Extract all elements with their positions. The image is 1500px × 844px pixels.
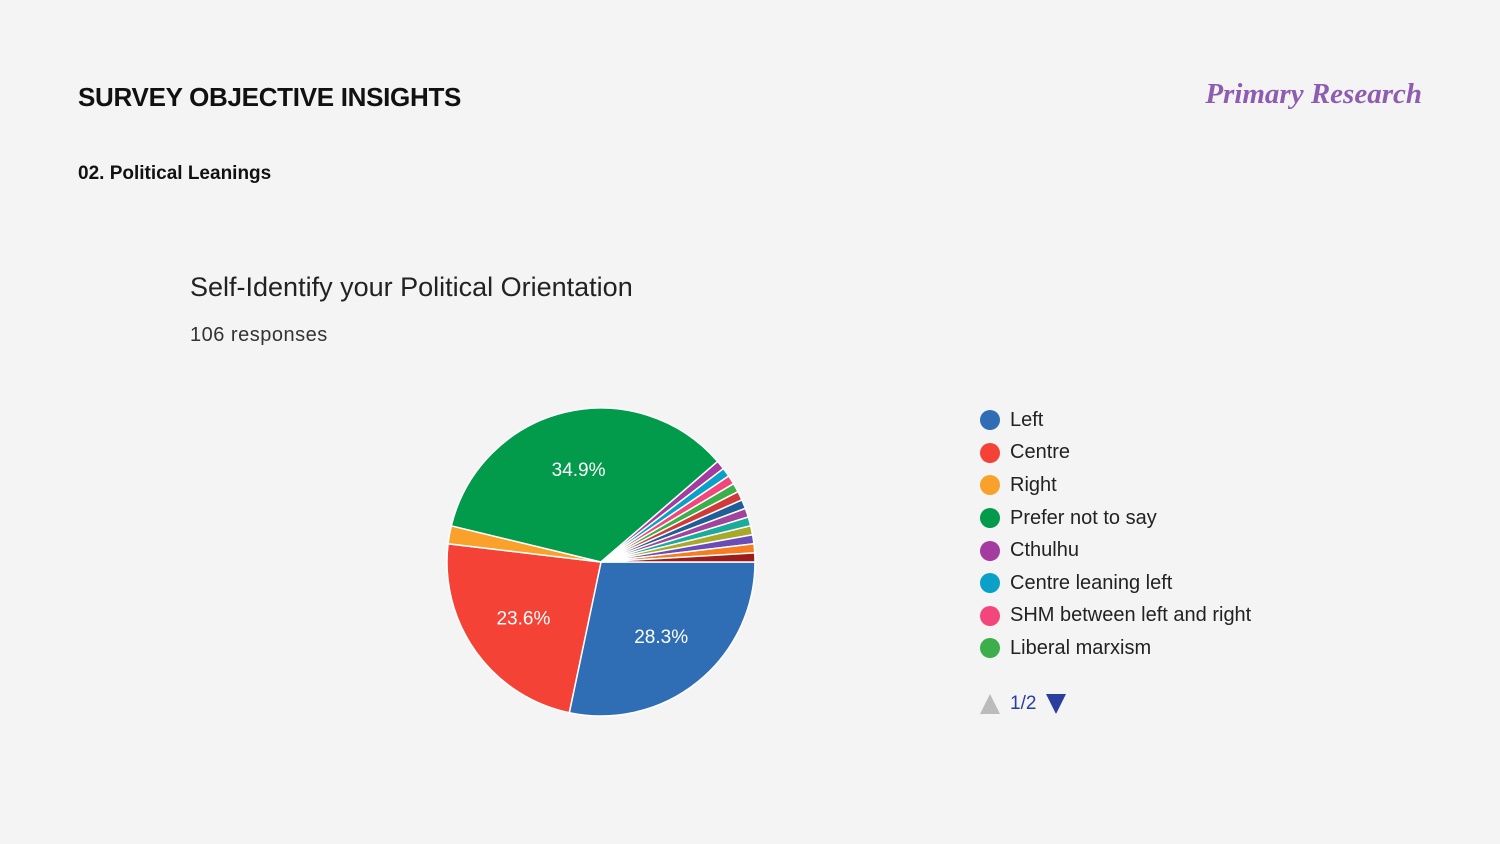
legend-color-swatch [980, 442, 1000, 463]
response-count: 106 responses [190, 324, 328, 346]
legend-item: Centre [980, 437, 1251, 470]
legend-item: SHM between left and right [980, 600, 1251, 633]
pie-slice-centre [446, 542, 602, 714]
legend-color-swatch [980, 573, 1000, 594]
legend-color-swatch [980, 410, 1000, 431]
pie-data-label: 28.3% [634, 627, 688, 648]
legend-label: Liberal marxism [1010, 636, 1152, 659]
legend-item: Centre leaning left [980, 567, 1251, 600]
legend-item: Prefer not to say [980, 502, 1251, 535]
section-title: 02. Political Leanings [78, 163, 272, 184]
legend-label: Right [1010, 473, 1057, 496]
legend-color-swatch [980, 475, 1000, 496]
legend-label: Prefer not to say [1010, 506, 1157, 529]
legend-color-swatch [980, 605, 1000, 626]
pie-slice-unlabeled-15 [600, 552, 756, 563]
legend-color-swatch [980, 508, 1000, 529]
page-title: SURVEY OBJECTIVE INSIGHTS [78, 82, 462, 112]
legend-item: Cthulhu [980, 534, 1251, 567]
legend-next-page-icon[interactable] [1046, 694, 1067, 714]
chart-title: Self-Identify your Political Orientation [190, 272, 633, 302]
legend-page-indicator: 1/2 [1010, 693, 1037, 714]
legend-label: SHM between left and right [1010, 604, 1252, 627]
legend-color-swatch [980, 638, 1000, 659]
legend-label: Cthulhu [1010, 539, 1079, 562]
legend-label: Centre [1010, 441, 1071, 464]
chart-legend: Left Centre Right Prefer not to say Cthulhu C… [980, 404, 1251, 665]
legend-label: Centre leaning left [1010, 571, 1173, 594]
pie-data-label: 23.6% [496, 609, 550, 630]
pie-slice-left [568, 561, 756, 717]
legend-prev-page-icon[interactable] [980, 694, 1000, 714]
legend-item: Liberal marxism [980, 632, 1251, 665]
pie-data-label: 34.9% [552, 460, 606, 481]
legend-label: Left [1010, 408, 1044, 431]
legend-item: Right [980, 469, 1251, 502]
legend-item: Left [980, 404, 1251, 437]
legend-pager: 1/2 [980, 693, 1067, 715]
brand-logo: Primary Research [1205, 78, 1422, 110]
legend-color-swatch [980, 540, 1000, 561]
pie-slice-prefer-not-to-say [450, 407, 719, 563]
